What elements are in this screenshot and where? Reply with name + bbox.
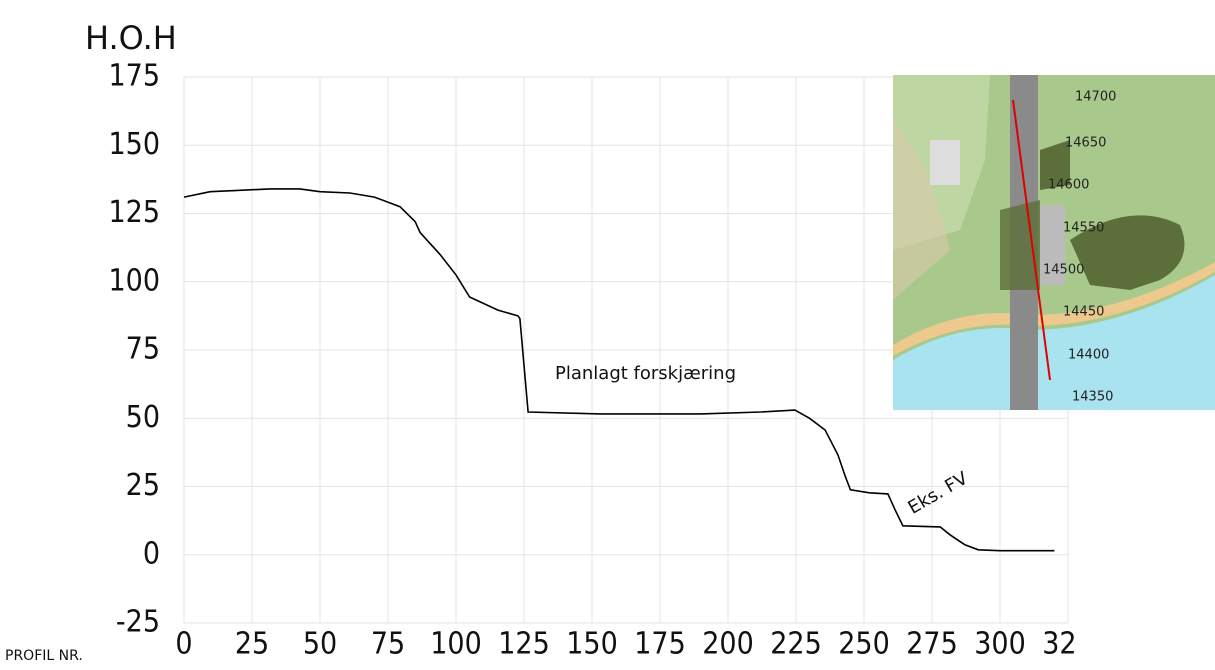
y-tick-label: 125 xyxy=(108,195,160,230)
page: -25 0 25 50 75 100 125 150 175 0 25 50 75 100 125 150 1… xyxy=(0,0,1215,666)
y-tick-label: 150 xyxy=(108,127,160,162)
x-tick-label: 200 xyxy=(702,627,754,662)
x-tick-label: 300 xyxy=(974,627,1026,662)
x-tick-label: 325 xyxy=(1042,627,1094,662)
y-tick-label: -25 xyxy=(116,605,160,640)
y-tick-label: 75 xyxy=(126,332,160,367)
x-tick-label: 25 xyxy=(235,627,269,662)
x-tick-label: 125 xyxy=(498,627,550,662)
x-tick-label: 75 xyxy=(371,627,405,662)
inset-map: 14700 14650 14600 14550 14500 14450 14400 14350 xyxy=(893,75,1215,410)
annotation: Eks. FV xyxy=(905,467,973,518)
y-tick-label: 175 xyxy=(108,59,160,94)
x-tick-label: 100 xyxy=(430,627,482,662)
map-label: 14350 xyxy=(1072,390,1113,405)
x-tick-label: 275 xyxy=(906,627,958,662)
y-tick-label: 25 xyxy=(126,468,160,503)
map-label: 14650 xyxy=(1065,136,1106,151)
y-axis-label: H.O.H xyxy=(85,19,177,57)
map-area xyxy=(1000,200,1040,290)
x-tick-labels: 0 25 50 75 100 125 150 175 200 225 250 275 300 325 xyxy=(175,627,1093,662)
x-tick-label: 0 xyxy=(175,627,192,662)
map-label: 14600 xyxy=(1048,178,1089,193)
annotation: Planlagt forskjæring xyxy=(555,363,736,384)
map-label: 14550 xyxy=(1063,221,1104,236)
map-label: 14450 xyxy=(1063,305,1104,320)
x-tick-label: 150 xyxy=(566,627,618,662)
map-label: 14500 xyxy=(1043,263,1084,278)
map-area xyxy=(930,140,960,185)
y-tick-label: 0 xyxy=(143,536,160,571)
x-tick-label: 225 xyxy=(770,627,822,662)
x-axis-label: PROFIL NR. xyxy=(5,648,83,664)
x-tick-label: 50 xyxy=(303,627,337,662)
ticks: -25 0 25 50 75 100 125 150 175 xyxy=(108,59,160,640)
map-label: 14700 xyxy=(1075,90,1116,105)
chart: -25 0 25 50 75 100 125 150 175 0 25 50 75 100 125 150 1… xyxy=(0,0,1215,666)
y-tick-label: 50 xyxy=(126,400,160,435)
x-tick-label: 250 xyxy=(838,627,890,662)
map-label: 14400 xyxy=(1068,348,1109,363)
x-tick-label: 175 xyxy=(634,627,686,662)
y-tick-label: 100 xyxy=(108,263,160,298)
